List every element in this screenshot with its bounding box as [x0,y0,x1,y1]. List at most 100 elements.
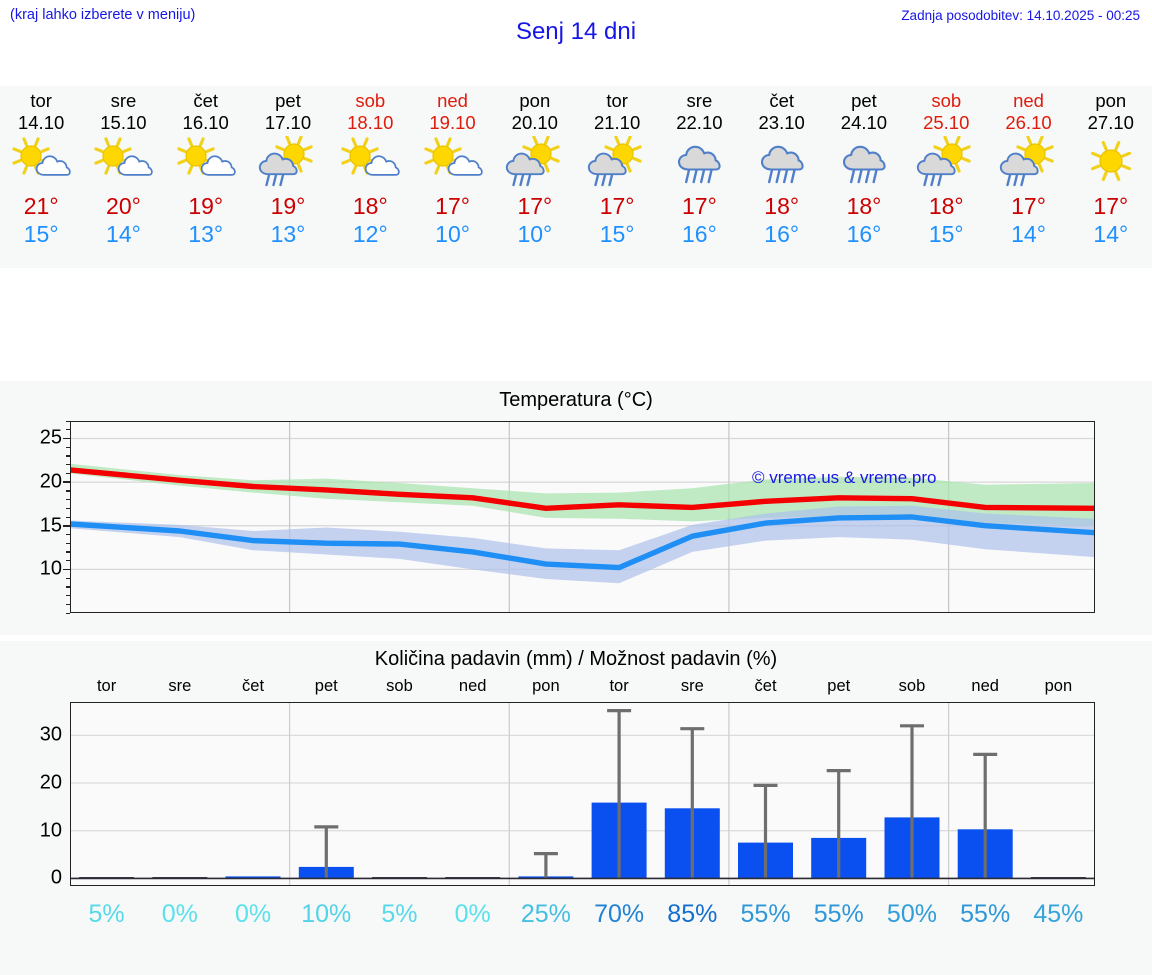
day-column[interactable]: sob 18.10 18° 12° [329,86,411,268]
day-name: ned [1013,90,1044,111]
precipitation-probability-label: 0% [454,900,491,928]
temperature-y-minor-tick [66,603,70,605]
copyright-text: © vreme.us & vreme.pro [752,468,937,487]
rain-cloud-icon [828,136,900,188]
sun-cloud-rain-icon [581,136,653,188]
day-max-temp: 19° [188,193,224,219]
precipitation-y-tick-label: 0 [50,866,62,889]
day-max-temp: 17° [517,193,553,219]
temperature-y-minor-tick [66,612,70,614]
day-column[interactable]: sre 22.10 17° 16° [658,86,740,268]
sun-cloud-rain-icon [252,136,324,188]
daily-forecast-strip: tor 14.10 21° 15° sre 15.10 20° 14° čet 16.10 19° 1… [0,86,1152,268]
day-min-temp: 16° [764,221,800,247]
precipitation-day-label: sob [386,677,413,695]
temperature-svg [67,421,1098,613]
day-column[interactable]: čet 16.10 19° 13° [165,86,247,268]
precipitation-y-tick-label: 20 [39,771,62,794]
precipitation-day-label: sob [898,677,926,695]
temperature-y-tick-label: 15 [39,514,62,537]
day-max-temp: 19° [270,193,306,219]
day-max-temp: 20° [106,193,141,219]
day-column[interactable]: pet 24.10 18° 16° [823,86,905,268]
day-max-temp: 18° [846,193,882,219]
rain-cloud-icon [663,136,735,188]
day-max-temp: 17° [599,193,635,219]
day-date: 25.10 [923,112,970,133]
day-column[interactable]: čet 23.10 18° 16° [741,86,823,268]
precipitation-day-label: ned [971,677,999,695]
precipitation-day-label: čet [242,677,265,695]
day-column[interactable]: pon 20.10 17° 10° [494,86,576,268]
day-max-temp: 21° [23,193,59,219]
sun-cloud-rain-icon [499,136,571,188]
precipitation-probability-label: 55% [813,900,864,928]
sun-cloud-rain-icon [910,136,982,188]
day-min-temp: 16° [682,221,717,247]
day-name: čet [769,90,795,111]
day-column[interactable]: ned 19.10 17° 10° [411,86,493,268]
day-min-temp: 12° [352,221,388,247]
precipitation-day-label: sre [168,677,192,695]
day-min-temp: 14° [106,221,141,247]
day-column[interactable]: sre 15.10 20° 14° [82,86,164,268]
precipitation-day-label: sre [680,677,704,695]
temperature-y-minor-tick [66,429,70,431]
precipitation-day-label: ned [458,677,487,695]
day-column[interactable]: sob 25.10 18° 15° [905,86,987,268]
day-min-temp: 15° [599,221,635,247]
temperature-y-minor-tick [66,560,70,562]
sun-cloud-icon [5,136,77,188]
temperature-y-minor-tick [66,420,70,422]
sun-cloud-icon [417,136,489,188]
precipitation-probability-label: 50% [886,900,937,928]
day-name: tor [606,90,628,111]
day-column[interactable]: ned 26.10 17° 14° [987,86,1069,268]
precipitation-probability-label: 5% [381,900,418,928]
temperature-y-minor-tick [66,577,70,579]
day-max-temp: 17° [1093,193,1129,219]
precipitation-day-label: pon [1044,677,1073,695]
precipitation-probability-label: 85% [667,900,718,928]
day-name: pet [851,90,877,111]
precipitation-probability-label: 25% [520,900,571,928]
last-update-text: Zadnja posodobitev: 14.10.2025 - 00:25 [901,8,1140,23]
sun-cloud-rain-icon [993,136,1065,188]
day-date: 15.10 [100,112,147,133]
precipitation-day-label: pon [532,677,560,695]
temperature-y-tick [63,437,70,440]
day-min-temp: 14° [1011,221,1046,247]
day-max-temp: 18° [352,193,388,219]
temperature-y-minor-tick [66,455,70,457]
menu-hint-text: (kraj lahko izberete v meniju) [10,7,196,23]
temperature-y-minor-tick [66,490,70,492]
day-max-temp: 18° [928,193,964,219]
day-name: sob [931,90,962,111]
day-max-temp: 17° [435,193,470,219]
temperature-y-tick-label: 20 [39,470,62,493]
day-min-temp: 16° [846,221,882,247]
day-column[interactable]: pet 17.10 19° 13° [247,86,329,268]
day-column[interactable]: pon 27.10 17° 14° [1070,86,1152,268]
day-column[interactable]: tor 14.10 21° 15° [0,86,82,268]
precipitation-day-label: pet [314,677,338,695]
precipitation-probability-label: 10% [301,900,352,928]
temperature-y-minor-tick [66,542,70,544]
precipitation-svg [70,702,1095,886]
precipitation-plot-area [70,702,1095,886]
precipitation-probability-label: 45% [1033,900,1084,928]
day-date: 16.10 [182,112,229,133]
precipitation-probability-label: 55% [960,900,1011,928]
day-column[interactable]: tor 21.10 17° 15° [576,86,658,268]
temperature-y-tick [63,525,70,527]
precipitation-day-label: pet [827,677,851,695]
precipitation-day-label: tor [96,677,117,695]
precipitation-day-label: tor [609,677,629,695]
precipitation-probability-label: 70% [594,900,645,928]
day-min-temp: 15° [23,221,59,247]
day-date: 24.10 [840,112,888,133]
temperature-y-minor-tick [66,551,70,553]
sun-cloud-icon [87,136,159,188]
day-date: 26.10 [1005,112,1052,133]
temperature-y-minor-tick [66,499,70,501]
